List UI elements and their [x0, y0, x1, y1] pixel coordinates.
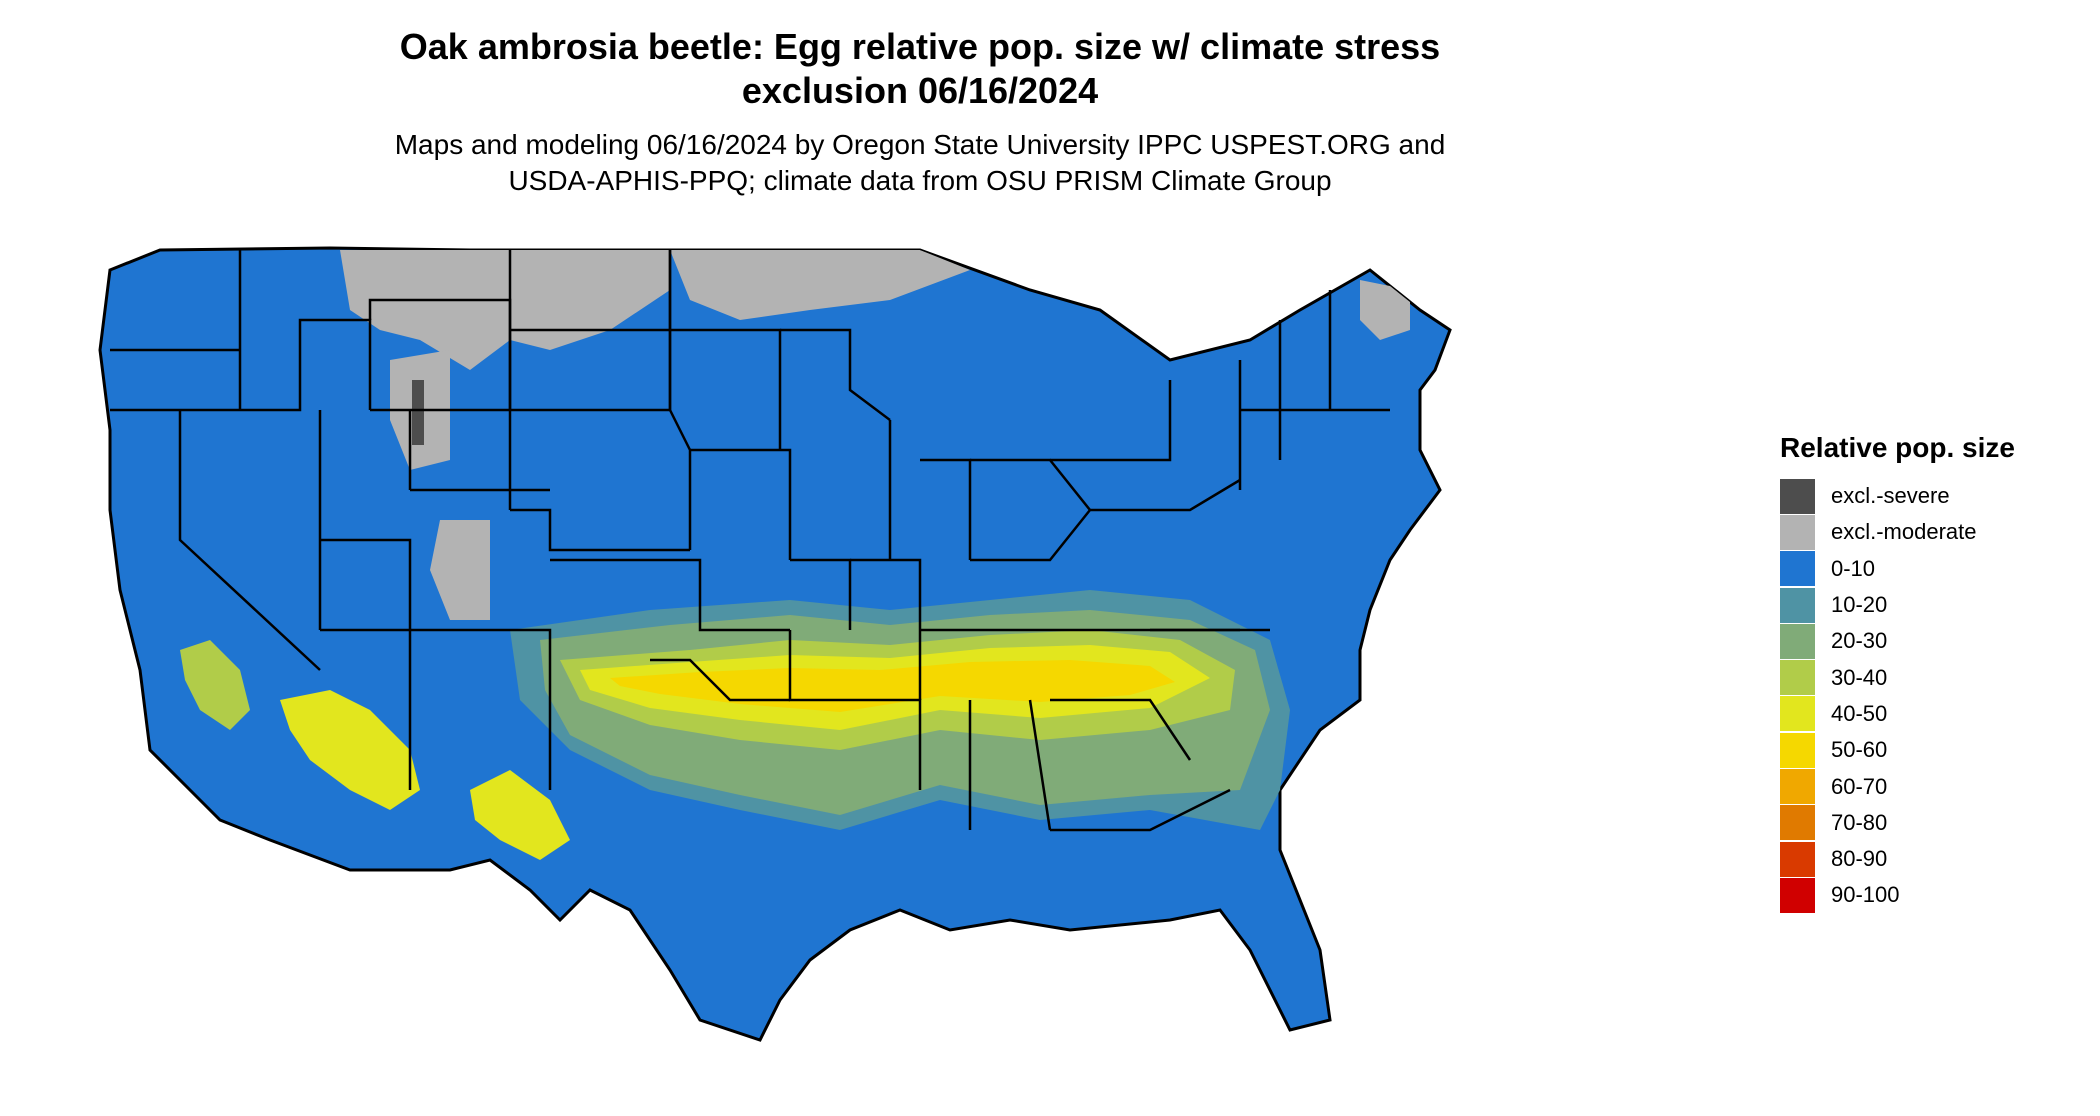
legend-label: 50-60: [1831, 737, 1888, 763]
legend-label: 0-10: [1831, 555, 1876, 581]
exclusion-moderate-region-colorado: [430, 520, 490, 620]
legend-label: 80-90: [1831, 846, 1888, 872]
legend-label: 10-20: [1831, 592, 1888, 618]
state-boundaries: [110, 250, 1390, 832]
exclusion-moderate-region-dakota: [670, 250, 970, 320]
map-title-line-1: Oak ambrosia beetle: Egg relative pop. s…: [399, 26, 1441, 67]
exclusion-severe-region-wyoming: [412, 380, 424, 445]
exclusion-moderate-region-north: [340, 250, 670, 370]
legend-item: 0-10: [1780, 551, 2015, 587]
legend-item: 40-50: [1780, 696, 2015, 732]
exclusion-moderate-region-maine: [1360, 280, 1410, 340]
southwest-warm-patch-arizona: [280, 690, 420, 810]
legend-items: excl.-severe excl.-moderate 0-10 10-20 20-30…: [1780, 478, 2015, 914]
legend-swatch: [1780, 877, 1815, 913]
legend-swatch: [1780, 732, 1815, 768]
map-subtitle-line-1: Maps and modeling 06/16/2024 by Oregon S…: [394, 129, 1446, 160]
map-legend: Relative pop. size excl.-severe excl.-mod…: [1780, 432, 2015, 914]
legend-label: 70-80: [1831, 809, 1888, 835]
legend-swatch: [1780, 587, 1815, 623]
legend-label: 30-40: [1831, 664, 1888, 690]
legend-swatch: [1780, 623, 1815, 659]
legend-swatch: [1780, 841, 1815, 877]
map-subtitle-line-2: USDA-APHIS-PPQ; climate data from OSU PR…: [508, 165, 1332, 196]
legend-item: 60-70: [1780, 768, 2015, 805]
legend-label: 60-70: [1831, 773, 1888, 799]
legend-swatch: [1780, 660, 1815, 696]
legend-item: 20-30: [1780, 623, 2015, 659]
legend-label: excl.-severe: [1831, 483, 1950, 509]
legend-item: 70-80: [1780, 805, 2015, 841]
us-population-map: [98, 246, 1452, 1042]
legend-swatch: [1780, 696, 1815, 732]
legend-swatch: [1780, 805, 1815, 841]
legend-label: 40-50: [1831, 700, 1888, 726]
southwest-warm-patch-california: [180, 640, 250, 730]
legend-item: excl.-severe: [1780, 478, 2015, 514]
map-title-line-2: exclusion 06/16/2024: [741, 70, 1099, 111]
legend-swatch: [1780, 514, 1815, 550]
legend-label: 90-100: [1831, 882, 1900, 908]
legend-label: 20-30: [1831, 628, 1888, 654]
legend-swatch: [1780, 478, 1815, 514]
legend-item: 90-100: [1780, 877, 2015, 913]
legend-item: 80-90: [1780, 841, 2015, 877]
legend-label: excl.-moderate: [1831, 519, 1977, 545]
legend-item: 50-60: [1780, 732, 2015, 768]
southwest-warm-patch-texas: [470, 770, 570, 860]
legend-item: 10-20: [1780, 587, 2015, 623]
legend-swatch: [1780, 769, 1815, 805]
legend-item: excl.-moderate: [1780, 514, 2015, 550]
legend-swatch: [1780, 551, 1815, 587]
legend-title: Relative pop. size: [1780, 432, 2015, 463]
legend-item: 30-40: [1780, 659, 2015, 696]
